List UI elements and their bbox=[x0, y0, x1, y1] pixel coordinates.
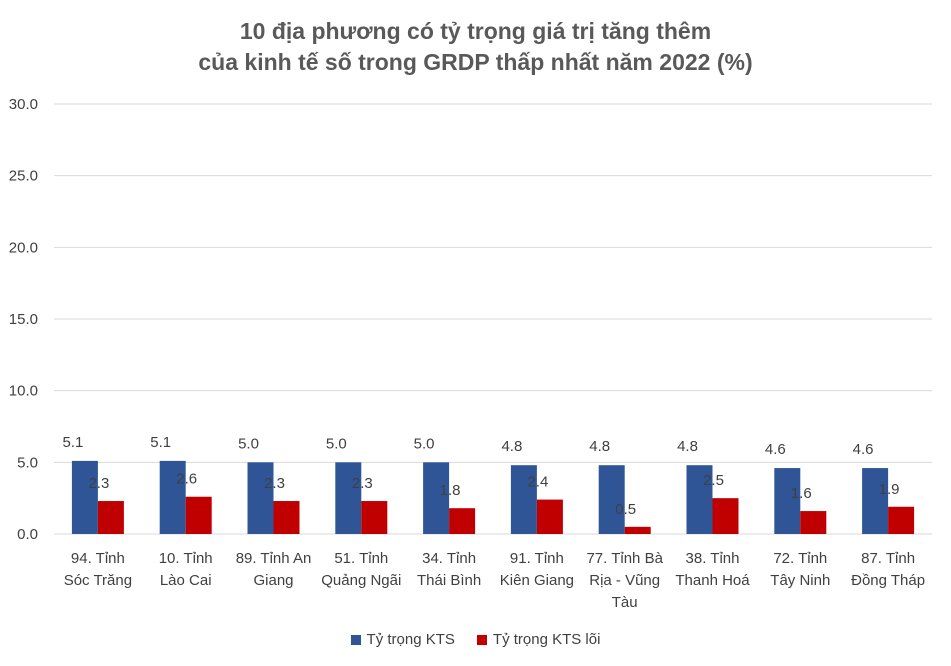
chart-title-line-1: 10 địa phương có tỷ trọng giá trị tăng t… bbox=[239, 18, 712, 44]
y-tick-label: 15.0 bbox=[9, 311, 38, 328]
y-tick-label: 5.0 bbox=[17, 454, 38, 471]
data-label-kts-loi: 2.3 bbox=[264, 475, 285, 492]
y-tick-label: 10.0 bbox=[9, 383, 38, 400]
y-tick-label: 20.0 bbox=[9, 239, 38, 256]
x-category-label: 89. Tỉnh An bbox=[236, 550, 312, 567]
bar-kts-loi bbox=[361, 501, 388, 534]
legend-label-kts-loi: Tỷ trọng KTS lõi bbox=[492, 631, 601, 648]
x-category-label: 10. Tỉnh bbox=[159, 550, 213, 567]
x-category-label: Sóc Trăng bbox=[64, 572, 132, 589]
data-label-kts: 5.1 bbox=[62, 434, 83, 451]
bar-kts bbox=[247, 462, 274, 534]
bar-kts bbox=[423, 462, 450, 534]
bar-kts bbox=[862, 468, 889, 534]
x-category-label: Giang bbox=[253, 572, 293, 589]
chart-title-line-2: của kinh tế số trong GRDP thấp nhất năm … bbox=[198, 49, 753, 75]
x-category-label: 91. Tỉnh bbox=[510, 550, 564, 567]
legend-label-kts: Tỷ trọng KTS bbox=[366, 631, 455, 648]
bar-kts bbox=[159, 460, 186, 534]
bar-kts bbox=[774, 468, 801, 534]
data-label-kts: 4.8 bbox=[501, 438, 522, 455]
x-category-label: Quảng Ngãi bbox=[321, 572, 401, 589]
x-category-label: Lào Cai bbox=[160, 572, 212, 589]
x-category-label: Tàu bbox=[612, 594, 638, 611]
x-category-label: Rịa - Vũng bbox=[589, 572, 660, 589]
data-label-kts: 5.0 bbox=[326, 435, 347, 452]
x-category-label: 38. Tỉnh bbox=[686, 550, 740, 567]
bar-kts-loi bbox=[449, 508, 476, 534]
data-label-kts: 5.1 bbox=[150, 434, 171, 451]
legend-item-kts-loi: Tỷ trọng KTS lõi bbox=[476, 631, 601, 648]
y-tick-label: 0.0 bbox=[17, 526, 38, 543]
data-label-kts-loi: 2.5 bbox=[703, 472, 724, 489]
bar-kts bbox=[510, 465, 537, 534]
bar-kts bbox=[335, 462, 362, 534]
data-label-kts: 4.8 bbox=[677, 438, 698, 455]
bar-kts bbox=[71, 460, 98, 534]
x-category-label: 72. Tỉnh bbox=[773, 550, 827, 567]
bar-kts-loi bbox=[273, 501, 300, 534]
x-category-label: Kiên Giang bbox=[500, 572, 574, 589]
x-category-label: 87. Tỉnh bbox=[861, 550, 915, 567]
legend: Tỷ trọng KTS Tỷ trọng KTS lõi bbox=[0, 631, 951, 648]
data-label-kts-loi: 2.3 bbox=[352, 475, 373, 492]
data-label-kts: 5.0 bbox=[414, 435, 435, 452]
data-label-kts: 4.8 bbox=[589, 438, 610, 455]
x-category-label: Tây Ninh bbox=[770, 572, 830, 589]
x-category-label: Đồng Tháp bbox=[851, 572, 925, 589]
data-label-kts: 5.0 bbox=[238, 435, 259, 452]
bar-kts-loi bbox=[712, 498, 739, 534]
x-category-label: 94. Tỉnh bbox=[71, 550, 125, 567]
x-category-label: Thái Bình bbox=[417, 572, 481, 589]
bar-kts bbox=[686, 465, 713, 534]
bar-kts-loi bbox=[800, 511, 827, 534]
y-tick-label: 25.0 bbox=[9, 168, 38, 185]
y-tick-label: 30.0 bbox=[9, 96, 38, 113]
x-category-label: 34. Tỉnh bbox=[422, 550, 476, 567]
data-label-kts: 4.6 bbox=[765, 441, 786, 458]
legend-swatch-kts-loi bbox=[476, 634, 487, 645]
data-label-kts: 4.6 bbox=[853, 441, 874, 458]
x-category-label: 77. Tỉnh Bà bbox=[586, 550, 663, 567]
bar-kts-loi bbox=[185, 496, 212, 534]
data-label-kts-loi: 1.6 bbox=[791, 485, 812, 502]
legend-item-kts: Tỷ trọng KTS bbox=[350, 631, 455, 648]
bar-kts-loi bbox=[536, 499, 563, 534]
bar-kts-loi bbox=[624, 526, 651, 534]
data-label-kts-loi: 0.5 bbox=[615, 501, 636, 518]
data-label-kts-loi: 1.8 bbox=[440, 482, 461, 499]
x-category-label: 51. Tỉnh bbox=[334, 550, 388, 567]
data-label-kts-loi: 1.9 bbox=[879, 481, 900, 498]
data-label-kts-loi: 2.4 bbox=[527, 474, 548, 491]
bar-kts-loi bbox=[97, 501, 124, 534]
bar-kts bbox=[598, 465, 625, 534]
legend-swatch-kts bbox=[350, 634, 361, 645]
bar-kts-loi bbox=[888, 506, 915, 534]
data-label-kts-loi: 2.3 bbox=[88, 475, 109, 492]
data-label-kts-loi: 2.6 bbox=[176, 471, 197, 488]
x-category-label: Thanh Hoá bbox=[675, 572, 750, 589]
